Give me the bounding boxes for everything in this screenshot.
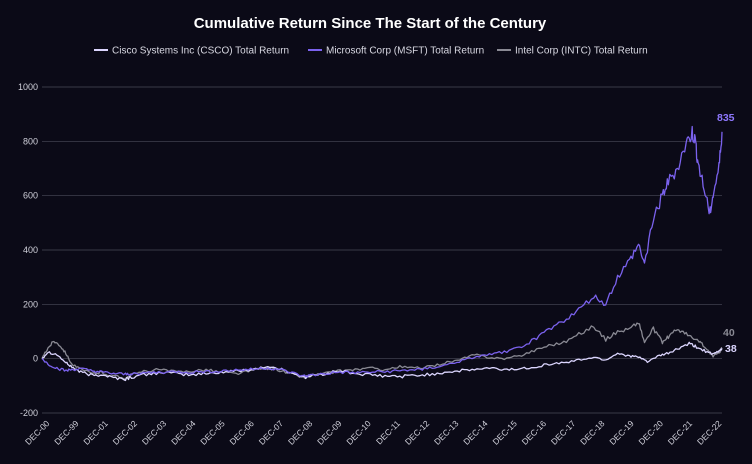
x-tick-label: DEC-01 (81, 418, 110, 447)
x-tick-label: DEC-17 (549, 418, 578, 447)
y-tick-label: -200 (20, 408, 38, 418)
x-tick-label: DEC-11 (374, 418, 402, 446)
x-tick-label: DEC-19 (607, 418, 636, 447)
end-label: 835 (717, 112, 735, 124)
x-tick-label: DEC-22 (695, 418, 724, 447)
x-tick-label: DEC-12 (403, 418, 432, 447)
legend-label: Microsoft Corp (MSFT) Total Return (326, 46, 484, 57)
x-tick-label: DEC-07 (257, 418, 286, 447)
end-label: 40 (723, 327, 735, 339)
x-tick-label: DEC-04 (169, 418, 198, 447)
csco-line (41, 341, 723, 382)
x-tick-label: DEC-05 (198, 418, 227, 447)
end-labels: 38 835 40 (717, 112, 737, 355)
x-tick-label: DEC-18 (578, 418, 607, 447)
y-tick-label: 600 (23, 191, 38, 201)
y-tick-label: 1000 (18, 82, 38, 92)
series-lines (41, 125, 723, 382)
x-tick-label: DEC-99 (52, 418, 81, 447)
msft-line (41, 125, 723, 378)
x-tick-label: DEC-02 (111, 418, 140, 447)
gridlines (42, 86, 722, 414)
x-tick-label: DEC-14 (461, 418, 490, 447)
x-tick-label: DEC-20 (637, 418, 666, 447)
legend: Cisco Systems Inc (CSCO) Total Return Mic… (94, 46, 648, 57)
intc-line (41, 322, 723, 380)
y-tick-label: 800 (23, 136, 38, 146)
x-tick-label: DEC-08 (286, 418, 315, 447)
x-tick-label: DEC-06 (227, 418, 256, 447)
x-tick-label: DEC-13 (432, 418, 461, 447)
x-tick-label: DEC-21 (666, 418, 695, 447)
x-tick-label: DEC-00 (23, 418, 52, 447)
end-label: 38 (725, 343, 737, 355)
x-tick-label: DEC-16 (520, 418, 549, 447)
legend-label: Intel Corp (INTC) Total Return (515, 46, 648, 57)
y-tick-label: 400 (23, 245, 38, 255)
x-tick-label: DEC-10 (344, 418, 373, 447)
x-tick-label: DEC-15 (490, 418, 519, 447)
legend-label: Cisco Systems Inc (CSCO) Total Return (112, 46, 289, 57)
x-tick-label: DEC-03 (140, 418, 169, 447)
x-tick-label: DEC-09 (315, 418, 344, 447)
y-tick-label: 200 (23, 299, 38, 309)
y-axis-ticks: -200 0 200 400 600 800 1000 (18, 82, 38, 418)
y-tick-label: 0 (33, 354, 38, 364)
x-axis-ticks: DEC-00 DEC-99 DEC-01 DEC-02 DEC-03 DEC-04 DEC-… (23, 418, 724, 447)
chart-title: Cumulative Return Since The Start of the… (194, 15, 547, 32)
